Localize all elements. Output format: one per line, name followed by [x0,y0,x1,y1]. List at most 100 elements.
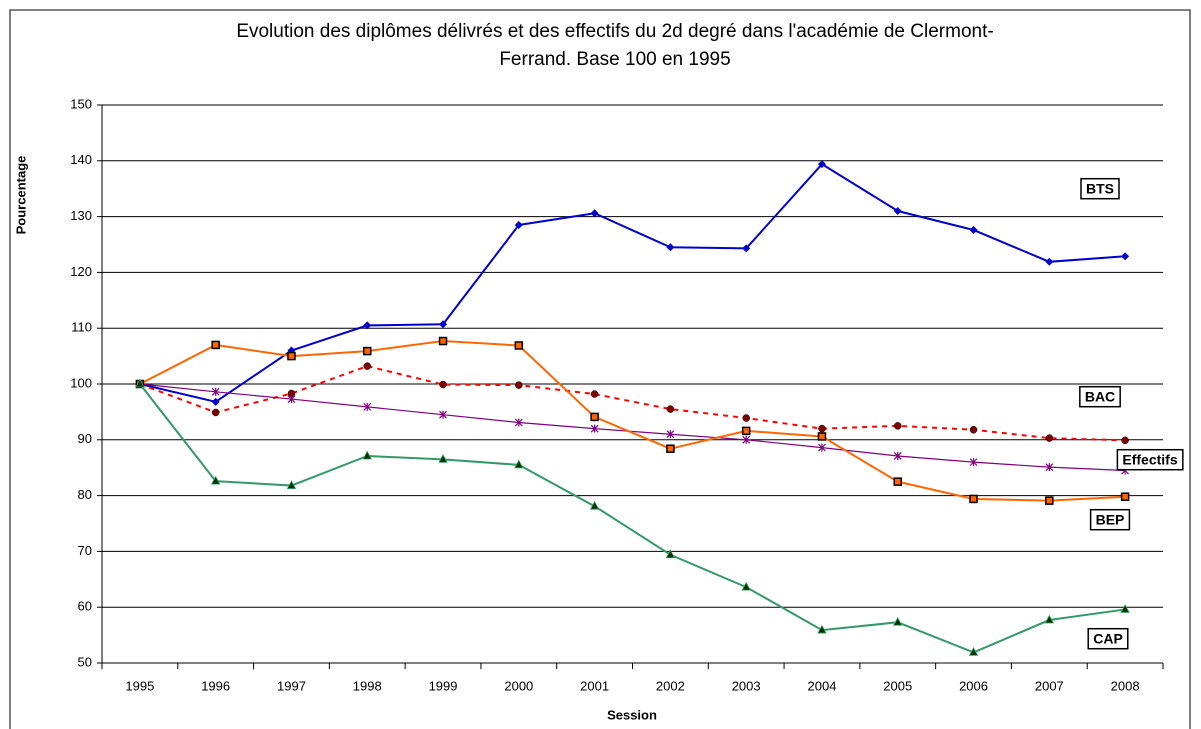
series-label-text: CAP [1093,631,1123,647]
x-axis-title: Session [607,707,657,722]
x-tick-label: 2001 [580,678,609,693]
y-tick-label: 110 [71,320,92,335]
series-label-box [1089,508,1131,531]
marker [893,207,902,216]
x-tick-label: 1998 [353,678,382,693]
marker [969,426,978,434]
marker [211,340,220,350]
y-tick-label: 140 [70,152,92,167]
marker [438,336,448,346]
series-line [139,383,1126,654]
marker [893,451,902,460]
marker [742,244,751,253]
series-line [139,383,1126,472]
marker [1120,604,1130,613]
marker [590,209,599,218]
series-label-text: BAC [1085,389,1115,405]
series-line [139,162,1126,403]
marker [666,444,675,453]
series-label-box [1087,627,1129,650]
marker [817,432,827,441]
y-tick-label: 50 [78,654,92,669]
series-label: BAC [1079,385,1121,408]
marker [211,475,221,485]
series-label-text: BTS [1086,181,1114,197]
marker [666,243,675,252]
x-tick-label: 2005 [883,678,912,693]
y-tick-label: 60 [78,599,92,614]
marker [514,220,523,229]
marker [741,581,751,591]
x-tick-label: 1995 [125,678,154,693]
x-tick-label: 2006 [959,678,988,693]
marker [439,380,447,389]
marker [1120,492,1130,501]
marker [893,477,902,486]
marker [211,387,220,396]
x-tick-label: 2003 [732,678,761,693]
marker [514,341,524,350]
marker [969,225,978,234]
marker [362,450,372,460]
marker [893,616,903,626]
marker [665,549,676,559]
marker [1044,614,1054,624]
x-tick-label: 2008 [1111,678,1140,693]
marker [817,160,826,169]
marker [968,647,979,656]
chart-title: Evolution des diplômes délivrés et des e… [236,21,993,42]
series-label-box [1079,385,1121,408]
series-label: BEP [1089,508,1131,531]
y-axis-title: Pourcentage [13,156,28,235]
marker [590,412,599,422]
marker [817,624,827,634]
marker [818,424,826,433]
marker [1045,257,1054,266]
marker [1045,463,1054,472]
series-label-box [1116,448,1184,471]
marker [211,397,220,406]
x-tick-label: 2004 [808,678,837,693]
x-tick-label: 1997 [277,678,306,693]
marker [741,426,751,436]
y-tick-label: 150 [70,96,92,111]
marker [666,430,675,439]
series-label-text: BEP [1096,512,1125,528]
marker [363,346,372,356]
x-tick-label: 1999 [429,678,458,693]
series-label-text: Effectifs [1122,452,1177,468]
marker [514,459,524,469]
series-line [139,365,1126,442]
marker [286,480,297,489]
marker [666,405,675,413]
chart-title: Ferrand. Base 100 en 1995 [499,49,730,70]
marker [590,424,599,433]
marker [742,435,751,444]
marker [818,443,826,452]
marker [969,494,978,504]
marker [515,381,523,389]
marker [742,414,750,422]
marker [1121,436,1129,445]
y-tick-label: 100 [70,375,92,390]
marker [969,458,978,467]
marker [439,410,447,419]
marker [590,390,599,398]
x-tick-label: 2002 [656,678,685,693]
marker [1121,252,1130,261]
series-label: CAP [1087,627,1129,650]
y-tick-label: 120 [70,264,92,279]
marker [287,395,296,404]
y-tick-label: 80 [78,487,92,502]
y-tick-label: 130 [70,208,92,223]
series-label-box [1080,177,1120,200]
series-label: BTS [1080,177,1120,200]
marker [363,362,371,370]
marker [363,321,372,330]
series-label: Effectifs [1116,448,1184,471]
marker [514,418,523,427]
y-tick-label: 90 [78,431,92,446]
series-line [139,340,1126,502]
marker [211,408,220,417]
marker [894,422,902,430]
